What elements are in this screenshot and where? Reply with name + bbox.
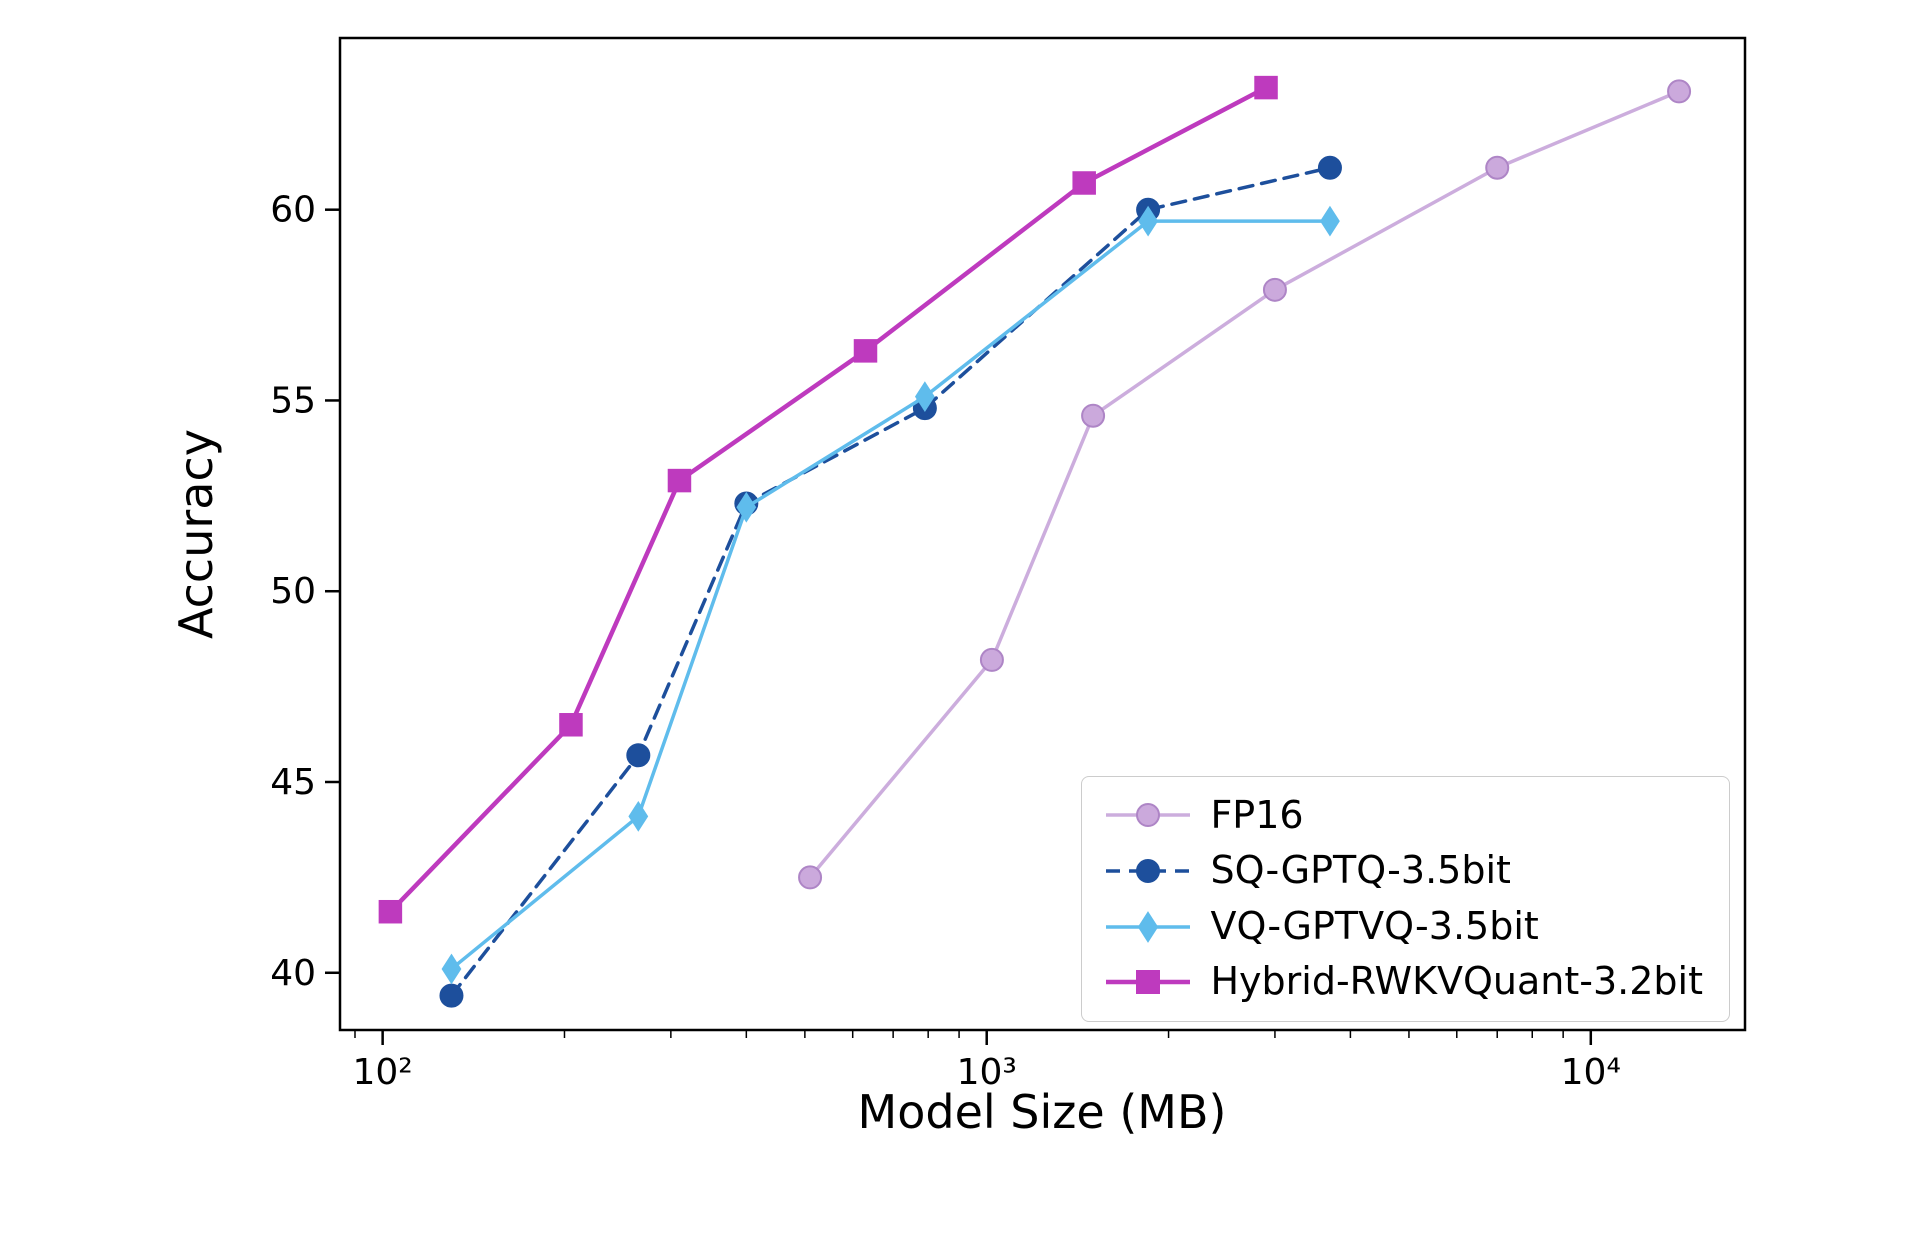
x-tick-label: 10⁴ — [1561, 1052, 1621, 1093]
VQ-GPTVQ-3.5bit-marker — [736, 491, 757, 523]
Hybrid-RWKVQuant-3.2bit-marker — [1254, 75, 1278, 100]
legend-item: SQ-GPTQ-3.5bit — [1102, 848, 1703, 894]
Hybrid-RWKVQuant-3.2bit-marker — [667, 468, 692, 493]
legend-marker-sample — [1106, 859, 1191, 884]
FP16-marker — [979, 647, 1004, 672]
y-tick-label: 55 — [270, 380, 316, 421]
legend-label: VQ-GPTVQ-3.5bit — [1210, 903, 1539, 948]
VQ-GPTVQ-3.5bit-marker — [441, 953, 462, 985]
x-tick-label: 10³ — [957, 1052, 1017, 1093]
FP16-marker — [1081, 403, 1106, 428]
chart-plot-area: 10² 10³ 10⁴ 40 45 50 55 60 — [270, 36, 1747, 1093]
FP16-marker — [1667, 79, 1692, 104]
VQ-GPTVQ-3.5bit-marker — [914, 381, 935, 413]
legend-marker-sample — [1106, 803, 1191, 828]
y-tick-label: 50 — [270, 571, 316, 612]
legend-marker-sample — [1106, 970, 1191, 995]
VQ-GPTVQ-3.5bit-line — [449, 219, 1332, 971]
FP16-line — [808, 89, 1681, 880]
x-axis-label: Model Size (MB) — [858, 1085, 1227, 1139]
legend-label: Hybrid-RWKVQuant-3.2bit — [1210, 959, 1703, 1004]
x-tick-label: 10² — [353, 1052, 413, 1093]
legend-item: FP16 — [1102, 793, 1703, 839]
y-tick-label: 45 — [270, 762, 316, 803]
diamond-marker-icon — [1138, 910, 1159, 943]
y-tick-label: 40 — [270, 953, 316, 994]
legend-marker-sample — [1106, 910, 1191, 943]
FP16-marker — [798, 865, 823, 890]
square-marker-icon — [1136, 970, 1161, 995]
circle-marker-icon — [1136, 859, 1161, 884]
legend-label: SQ-GPTQ-3.5bit — [1210, 848, 1511, 893]
VQ-GPTVQ-3.5bit-marker — [628, 800, 649, 832]
SQ-GPTQ-3.5bit-marker — [439, 983, 464, 1008]
FP16-marker — [1485, 155, 1510, 180]
SQ-GPTQ-3.5bit-marker — [1317, 155, 1342, 180]
circle-marker-icon — [1136, 803, 1161, 828]
legend-item: VQ-GPTVQ-3.5bit — [1102, 904, 1703, 950]
Hybrid-RWKVQuant-3.2bit-line — [388, 85, 1269, 914]
legend-label: FP16 — [1210, 792, 1304, 837]
plot-border — [338, 36, 1747, 1032]
Hybrid-RWKVQuant-3.2bit-marker — [1072, 171, 1096, 195]
y-tick-label: 60 — [270, 190, 316, 231]
VQ-GPTVQ-3.5bit-marker — [1138, 205, 1159, 237]
Hybrid-RWKVQuant-3.2bit-marker — [559, 713, 583, 737]
FP16-marker — [1262, 277, 1287, 302]
Hybrid-RWKVQuant-3.2bit-marker — [853, 339, 878, 363]
Hybrid-RWKVQuant-3.2bit-marker — [378, 899, 403, 924]
legend-item: Hybrid-RWKVQuant-3.2bit — [1102, 959, 1703, 1005]
chart-legend: FP16 SQ-GPTQ-3.5bit VQ-GPTVQ-3.5bit Hybrid-… — [1081, 775, 1730, 1022]
SQ-GPTQ-3.5bit-line — [449, 165, 1332, 998]
y-axis-label: Accuracy — [169, 429, 223, 639]
VQ-GPTVQ-3.5bit-marker — [1320, 205, 1340, 237]
SQ-GPTQ-3.5bit-marker — [626, 743, 651, 768]
